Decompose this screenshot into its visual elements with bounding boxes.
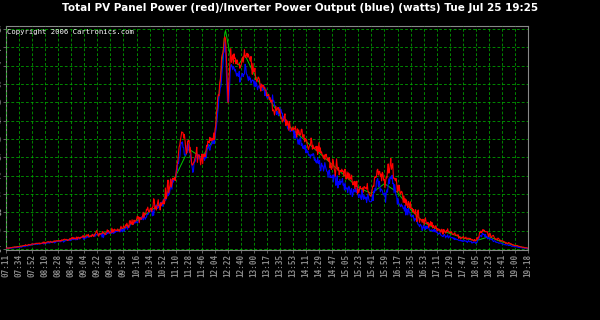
Text: Total PV Panel Power (red)/Inverter Power Output (blue) (watts) Tue Jul 25 19:25: Total PV Panel Power (red)/Inverter Powe…: [62, 3, 538, 13]
Text: Copyright 2006 Cartronics.com: Copyright 2006 Cartronics.com: [7, 29, 134, 35]
